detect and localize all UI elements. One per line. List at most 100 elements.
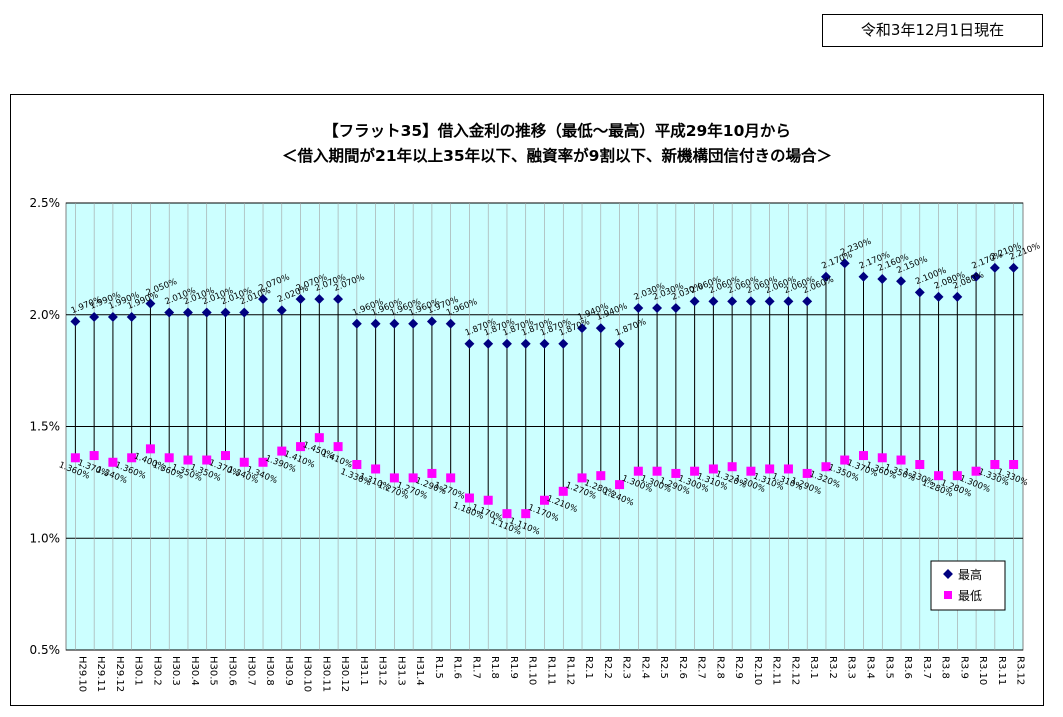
x-tick-label: R3.5 (883, 656, 894, 679)
x-tick-label: R1.6 (452, 656, 463, 679)
high-point (239, 307, 250, 318)
legend-low-marker (944, 591, 952, 599)
low-point (558, 486, 568, 496)
low-point (990, 459, 1000, 469)
low-point (690, 466, 700, 476)
x-tick-label: H29.11 (95, 656, 106, 692)
high-point (821, 271, 831, 282)
chart-frame (10, 94, 1044, 706)
legend-high-label: 最高 (958, 567, 982, 582)
range-lines (74, 263, 1015, 514)
x-tick-label: R3.3 (846, 656, 857, 679)
x-axis: H29.10 H29.11 H29.12 H30.1 H30.2 H30.3 H30.4 H3… (76, 656, 1025, 692)
high-point (483, 338, 494, 349)
high-point (220, 307, 231, 318)
y-tick-label: 2.0% (30, 308, 61, 322)
x-tick-label: R3.1 (808, 656, 819, 679)
low-point (521, 509, 531, 519)
low-point (859, 451, 868, 461)
low-point (352, 459, 362, 469)
x-tick-label: R1.12 (564, 656, 575, 685)
low-point (633, 466, 643, 476)
low-point (596, 471, 606, 481)
x-tick-label: R1.9 (508, 656, 519, 679)
x-tick-label: R2.7 (696, 656, 707, 679)
low-point (783, 464, 793, 474)
x-tick-label: R2.6 (677, 656, 688, 679)
high-point (464, 338, 475, 349)
x-tick-label: R2.3 (621, 656, 632, 679)
x-tick-label: R3.7 (921, 656, 932, 679)
x-tick-label: H30.3 (170, 656, 181, 686)
high-point (877, 274, 888, 284)
x-tick-label: H31.3 (395, 656, 406, 686)
high-point (258, 294, 268, 305)
low-point (727, 462, 737, 472)
as-of-date-text: 令和3年12月1日現在 (860, 21, 1005, 39)
y-tick-label: 0.5% (30, 643, 61, 657)
high-point (445, 318, 456, 329)
x-tick-label: R3.8 (940, 656, 951, 679)
high-point (896, 276, 906, 287)
x-tick-label: R2.9 (733, 656, 744, 679)
low-point (540, 495, 549, 505)
low-point (408, 473, 418, 483)
x-tick-label: R3.11 (996, 656, 1007, 685)
y-tick-label: 2.5% (30, 196, 61, 210)
chart-subtitle: ＜借入期間が21年以上35年以下、融資率が9割以下、新機構団信付きの場合＞ (282, 146, 832, 165)
x-tick-label: R1.8 (489, 656, 500, 679)
low-point (952, 471, 962, 481)
x-tick-label: R1.5 (433, 656, 444, 679)
high-point (426, 316, 437, 327)
low-point (896, 455, 906, 465)
x-tick-label: H29.10 (76, 656, 87, 692)
low-point (221, 451, 230, 461)
y-tick-label: 1.5% (30, 420, 61, 434)
x-tick-label: H30.1 (133, 656, 144, 686)
low-point (389, 473, 399, 483)
high-point (652, 303, 663, 313)
low-point (971, 466, 981, 476)
x-tick-label: H31.4 (414, 656, 425, 686)
high-point (933, 291, 944, 302)
x-tick-label: R3.12 (1015, 656, 1026, 685)
low-point (840, 455, 850, 465)
x-tick-label: H30.5 (208, 656, 219, 686)
high-point (708, 296, 719, 307)
low-point (333, 442, 343, 452)
high-point (727, 296, 738, 307)
x-tick-label: R2.5 (658, 656, 669, 679)
x-tick-label: R2.1 (583, 656, 594, 679)
high-point (595, 323, 606, 334)
high-point (183, 307, 193, 318)
high-point (689, 296, 700, 307)
x-tick-label: R2.8 (714, 656, 725, 679)
legend-high-marker (943, 569, 953, 579)
x-tick-label: H30.8 (264, 656, 275, 686)
low-point (877, 453, 887, 463)
low-point (934, 471, 944, 481)
legend-low-label: 最低 (958, 589, 982, 603)
high-point (614, 338, 625, 349)
legend-box (930, 560, 1006, 611)
high-point (408, 318, 419, 329)
high-point (295, 294, 306, 305)
low-point (127, 453, 137, 463)
low-point (615, 480, 625, 490)
legend: 最高 最低 (930, 560, 1006, 611)
chart-title: 【フラット35】借入金利の推移（最低～最高）平成29年10月から (323, 121, 791, 140)
low-point (296, 442, 306, 452)
x-tick-label: H30.12 (339, 656, 350, 692)
x-tick-label: H30.7 (245, 656, 256, 686)
x-tick-label: H30.4 (189, 656, 200, 686)
low-point (821, 462, 831, 472)
low-point (427, 468, 437, 478)
low-point (108, 457, 118, 467)
high-point (670, 303, 681, 313)
x-tick-label: H31.1 (358, 656, 369, 686)
low-point (89, 451, 99, 461)
x-tick-label: R2.2 (602, 656, 613, 679)
high-point (989, 262, 1000, 273)
low-point (652, 466, 662, 476)
